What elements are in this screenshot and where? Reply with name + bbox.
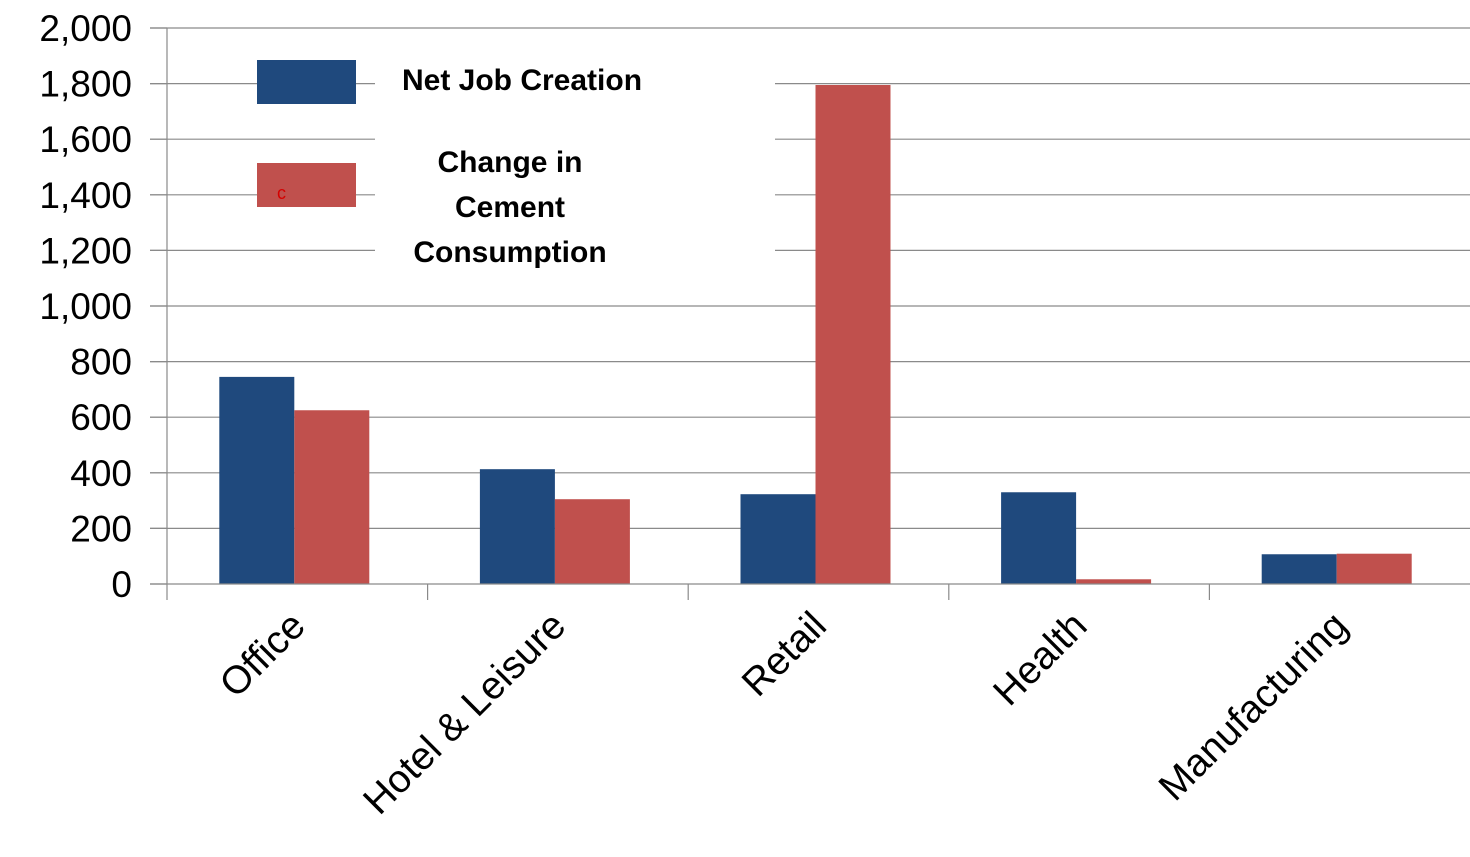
x-tick-labels: Office Hotel & Leisure Retail Health Manufac… <box>212 604 1356 823</box>
legend-background <box>375 55 775 287</box>
bar-change-in-cement-consumption-manufacturing <box>1336 553 1412 584</box>
bar-net-job-creation-retail <box>740 494 816 584</box>
legend-label-net-job-creation: Net Job Creation <box>402 64 642 97</box>
bar-net-job-creation-office <box>219 376 295 584</box>
y-tick-label-2-000: 2,000 <box>39 8 132 49</box>
bar-net-job-creation-health <box>1001 492 1077 584</box>
legend-swatch-net-job-creation <box>257 60 356 104</box>
y-tick-label-800: 800 <box>70 342 132 383</box>
y-tick-labels: 0 200 400 600 800 1,000 1,200 1,400 1,600 1,800 2,… <box>39 8 132 605</box>
legend-swatch-marker-text: c <box>277 183 286 203</box>
bar-net-job-creation-hotel-and-leisure <box>479 469 555 584</box>
x-tick-label-hotel-and-leisure: Hotel & Leisure <box>355 604 574 823</box>
bars <box>219 84 1412 585</box>
x-tick-label-retail: Retail <box>734 604 835 705</box>
bar-net-job-creation-manufacturing <box>1261 554 1337 584</box>
bar-change-in-cement-consumption-office <box>294 410 370 584</box>
y-tick-label-1-200: 1,200 <box>39 230 132 271</box>
legend: Net Job Creation c Change in Cement Cons… <box>257 55 775 287</box>
y-tick-label-1-400: 1,400 <box>39 175 132 216</box>
axes <box>150 27 1470 600</box>
gridlines <box>150 27 1470 530</box>
legend-label-change-in-cement-consumption-line-3: Consumption <box>413 236 606 269</box>
x-tick-label-manufacturing: Manufacturing <box>1151 604 1356 809</box>
bar-change-in-cement-consumption-health <box>1076 579 1152 584</box>
y-tick-label-1-800: 1,800 <box>39 64 132 105</box>
legend-label-change-in-cement-consumption-line-2: Cement <box>455 191 565 224</box>
y-tick-label-1-600: 1,600 <box>39 119 132 160</box>
y-tick-label-1-000: 1,000 <box>39 286 132 327</box>
y-tick-label-0: 0 <box>111 564 132 605</box>
y-tick-label-400: 400 <box>70 453 132 494</box>
y-tick-label-600: 600 <box>70 397 132 438</box>
x-tick-label-office: Office <box>212 604 314 706</box>
bar-change-in-cement-consumption-retail <box>815 84 891 585</box>
legend-swatch-change-in-cement-consumption <box>257 163 356 207</box>
x-tick-label-health: Health <box>985 604 1095 714</box>
y-tick-label-200: 200 <box>70 508 132 549</box>
bar-change-in-cement-consumption-hotel-and-leisure <box>554 499 630 584</box>
legend-label-change-in-cement-consumption-line-1: Change in <box>437 146 582 179</box>
